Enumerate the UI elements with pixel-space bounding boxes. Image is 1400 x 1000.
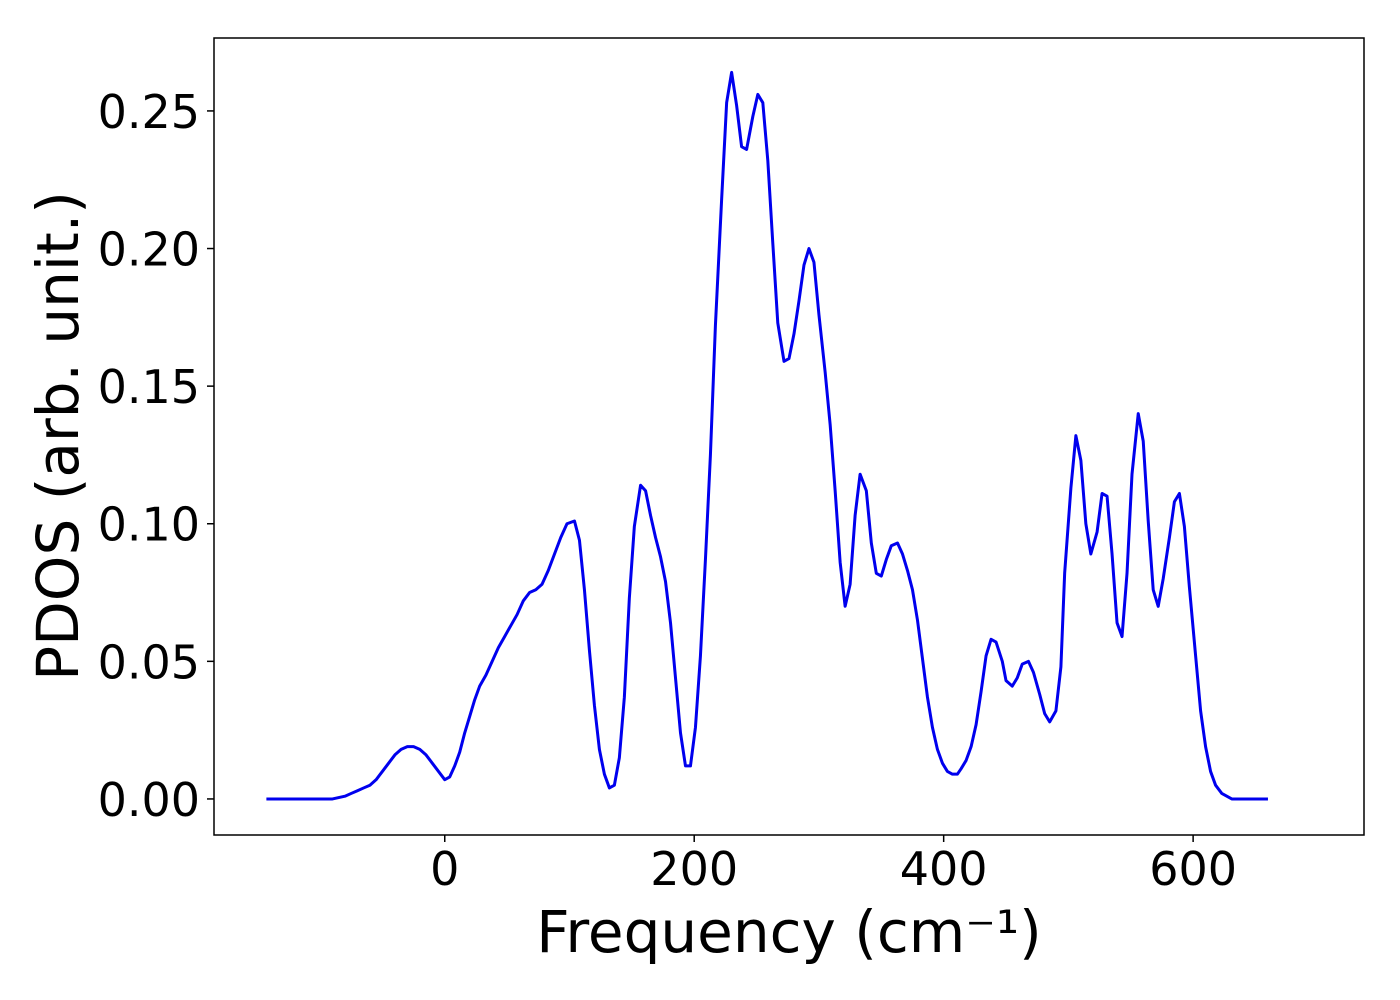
plot-frame <box>213 37 1365 836</box>
data-line <box>266 70 1268 801</box>
y-tick-label: 0.25 <box>98 85 200 139</box>
x-tick-label: 0 <box>430 842 459 896</box>
y-tick-label: 0.00 <box>98 773 200 827</box>
y-tick-label: 0.05 <box>98 635 200 689</box>
x-tick-label: 400 <box>900 842 988 896</box>
y-tick-label: 0.20 <box>98 223 200 277</box>
x-axis-label: Frequency (cm⁻¹) <box>536 898 1042 966</box>
x-tick-label: 600 <box>1149 842 1237 896</box>
y-axis-label: PDOS (arb. unit.) <box>24 191 92 681</box>
x-tick-label: 200 <box>650 842 738 896</box>
y-tick-label: 0.15 <box>98 360 200 414</box>
y-tick-label: 0.10 <box>98 498 200 552</box>
